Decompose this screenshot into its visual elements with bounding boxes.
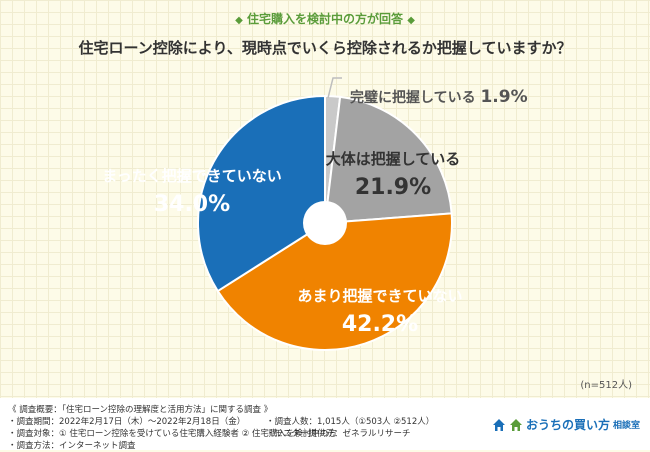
footer-line: ・調査人数：1,015人（①503人 ②512人） xyxy=(266,417,435,427)
pie-center-hole xyxy=(303,201,347,245)
survey-details-right: ・調査人数：1,015人（①503人 ②512人） ・モニター提供元：ゼネラルリ… xyxy=(266,416,434,440)
footer-line: ・調査対象：① 住宅ローン控除を受けている住宅購入経験者 ② 住宅購入を検討中の… xyxy=(8,429,337,439)
slice-value-2: 42.2% xyxy=(342,312,418,337)
pie-slice-1 xyxy=(323,95,453,225)
survey-details-left: 《 調査概要：「住宅ローン控除の理解度と活用方法」に関する調査 》 ・調査期間：… xyxy=(8,404,337,452)
company-logo: おうちの買い方 相談室 xyxy=(492,416,640,433)
slice-label-3: まったく把握できていない xyxy=(102,167,281,185)
pie-chart: 完璧に把握している 1.9% 大体は把握している 21.9% あまり把握できていない 4… xyxy=(102,77,528,351)
chart-title: 住宅ローン控除により、現時点でいくら控除されるか把握していますか？ xyxy=(78,39,572,57)
slice-label-1: 大体は把握している xyxy=(326,150,461,168)
pie-slice-2 xyxy=(216,212,453,351)
slice-value-3: 34.0% xyxy=(154,192,230,217)
slice-value-0: 1.9% xyxy=(480,87,527,107)
house-icon xyxy=(492,418,505,431)
survey-footer: 《 調査概要：「住宅ローン控除の理解度と活用方法」に関する調査 》 ・調査期間：… xyxy=(0,398,650,452)
diamond-icon: ◆ xyxy=(235,15,243,26)
footer-line: 《 調査概要：「住宅ローン控除の理解度と活用方法」に関する調査 》 xyxy=(8,405,273,415)
slice-label-0: 完璧に把握している 1.9% xyxy=(350,87,528,107)
leader-line xyxy=(327,77,342,99)
slice-label-2: あまり把握できていない xyxy=(297,287,462,305)
logo-text: おうちの買い方 xyxy=(525,418,610,432)
footer-line: ・調査期間：2022年2月17日（木）～2022年2月18日（金） xyxy=(8,417,246,427)
slice-value-1: 21.9% xyxy=(355,175,431,200)
diamond-icon: ◆ xyxy=(407,15,415,26)
pie-slice-3 xyxy=(197,94,326,293)
house-icon xyxy=(509,418,522,431)
chart-subtitle: ◆ 住宅購入を検討中の方が回答 ◆ xyxy=(0,10,650,27)
sample-size-note: (n=512人) xyxy=(580,380,632,391)
footer-line: ・モニター提供元：ゼネラルリサーチ xyxy=(266,429,411,439)
footer-line: ・調査方法：インターネット調査 xyxy=(8,441,136,451)
logo-subtext: 相談室 xyxy=(612,421,640,431)
subtitle-text: 住宅購入を検討中の方が回答 xyxy=(246,12,403,26)
